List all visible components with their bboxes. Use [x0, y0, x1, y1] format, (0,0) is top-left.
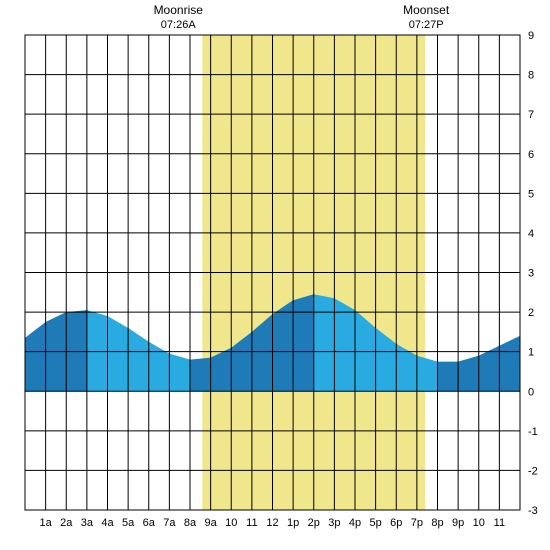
y-tick-label: 4	[528, 228, 534, 240]
x-tick-label: 10	[473, 517, 485, 529]
x-tick-label: 3p	[328, 517, 340, 529]
x-tick-label: 6a	[143, 517, 156, 529]
chart-svg: -3-2-101234567891a2a3a4a5a6a7a8a9a101112…	[0, 0, 550, 550]
x-tick-label: 1a	[40, 517, 53, 529]
y-tick-label: 0	[528, 386, 534, 398]
y-tick-label: -3	[528, 505, 538, 517]
x-tick-label: 1p	[287, 517, 299, 529]
x-tick-label: 9a	[205, 517, 218, 529]
x-tick-label: 11	[494, 517, 505, 529]
moon-event-label: Moonset	[403, 3, 450, 17]
y-tick-label: 2	[528, 307, 534, 319]
tide-chart: -3-2-101234567891a2a3a4a5a6a7a8a9a101112…	[0, 0, 550, 550]
y-tick-label: -1	[528, 426, 538, 438]
y-tick-label: -2	[528, 465, 538, 477]
y-tick-label: 9	[528, 30, 534, 42]
x-tick-label: 10	[225, 517, 237, 529]
moon-event-label: Moonrise	[154, 3, 204, 17]
x-tick-label: 11	[246, 517, 257, 529]
tide-segment	[87, 310, 190, 391]
y-tick-label: 5	[528, 188, 534, 200]
moon-event-time: 07:26A	[161, 19, 197, 31]
x-tick-label: 4p	[349, 517, 361, 529]
y-tick-label: 6	[528, 149, 534, 161]
x-tick-label: 2p	[308, 517, 320, 529]
y-tick-label: 7	[528, 109, 534, 121]
tide-segment	[25, 310, 87, 391]
y-tick-label: 1	[528, 347, 534, 359]
x-tick-label: 5a	[122, 517, 135, 529]
x-tick-label: 2a	[60, 517, 73, 529]
x-tick-label: 4a	[101, 517, 114, 529]
y-tick-label: 8	[528, 70, 534, 82]
x-tick-label: 7a	[163, 517, 176, 529]
x-tick-label: 9p	[452, 517, 464, 529]
x-tick-label: 7p	[411, 517, 423, 529]
x-tick-label: 5p	[370, 517, 382, 529]
x-tick-label: 8p	[431, 517, 443, 529]
moon-event-time: 07:27P	[409, 19, 444, 31]
x-tick-label: 3a	[81, 517, 94, 529]
x-tick-label: 12	[266, 517, 278, 529]
y-tick-label: 3	[528, 268, 534, 280]
x-tick-label: 8a	[184, 517, 197, 529]
x-tick-label: 6p	[390, 517, 402, 529]
